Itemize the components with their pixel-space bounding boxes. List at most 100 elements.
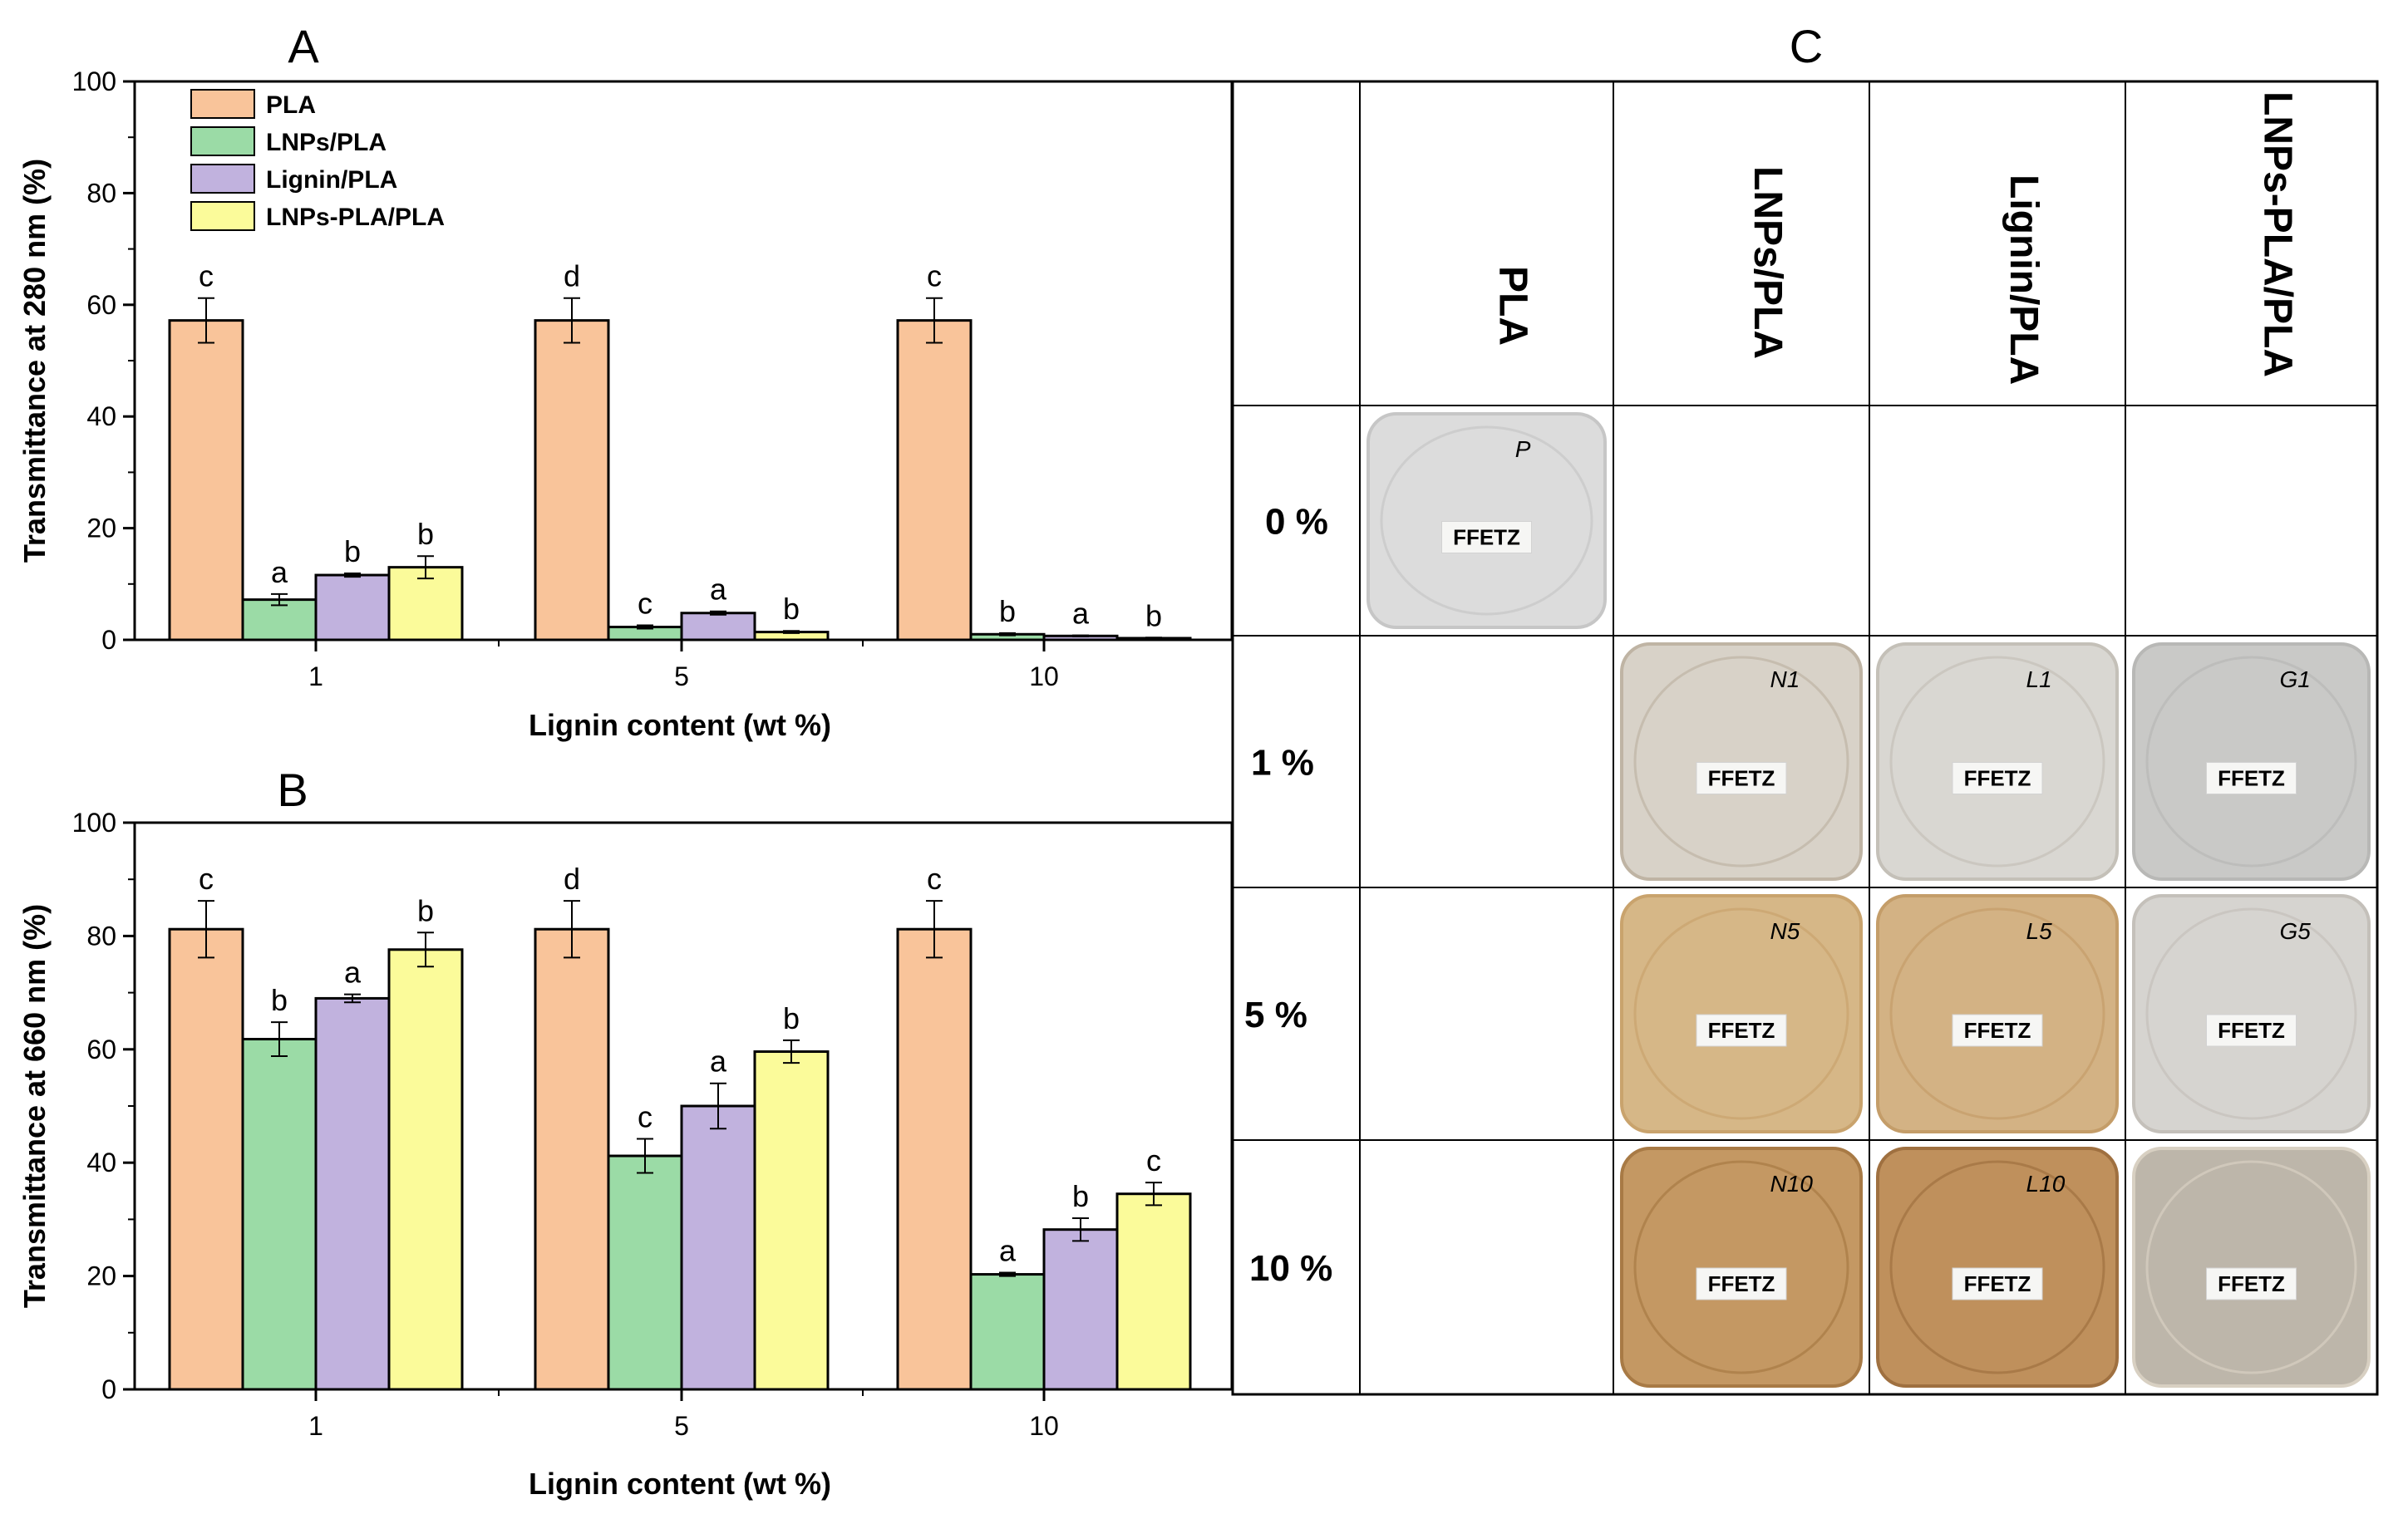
significance-letter: b xyxy=(417,893,434,927)
film-handwritten-mark: L1 xyxy=(2026,666,2052,692)
x-tick-label: 10 xyxy=(1029,1411,1059,1441)
film-paper-label xyxy=(1696,1267,1787,1300)
y-tick-label: 0 xyxy=(101,625,116,655)
film-photo: FFETZ P xyxy=(1367,412,1607,629)
film-disc-edge xyxy=(1633,1160,1849,1374)
significance-letter: c xyxy=(927,259,942,293)
significance-letter: d xyxy=(564,862,580,896)
significance-letter: a xyxy=(344,956,362,990)
legend-swatch xyxy=(190,164,255,194)
film-label-text: FFETZ xyxy=(1708,1018,1775,1043)
film-disc-edge xyxy=(1633,656,1849,868)
significance-letter: a xyxy=(710,1045,727,1079)
row-header: 5 % xyxy=(1244,995,1307,1035)
panel-c-letter: C xyxy=(1790,20,1823,72)
significance-letter: c xyxy=(927,862,942,896)
y-axis-title: Transmittance at 660 nm (%) xyxy=(17,904,52,1308)
legend-label: LNPs-PLA/PLA xyxy=(266,204,445,231)
film-handwritten-mark: N1 xyxy=(1770,666,1800,692)
legend-swatch xyxy=(190,89,255,119)
film-handwritten-mark: P xyxy=(1515,436,1531,462)
film-paper-label xyxy=(1952,1014,2043,1047)
film-label-text: FFETZ xyxy=(1964,766,2031,791)
bar xyxy=(969,1273,1046,1391)
panel-a-letter: A xyxy=(288,20,319,72)
film-paper-label xyxy=(1441,521,1532,553)
film-sample xyxy=(1620,1147,1863,1388)
film-handwritten-mark: L10 xyxy=(2026,1171,2066,1197)
film-disc-edge xyxy=(1633,907,1849,1120)
significance-letter: b xyxy=(783,592,800,626)
bar xyxy=(680,612,756,642)
significance-letter: b xyxy=(1145,598,1162,632)
film-handwritten-mark: L5 xyxy=(2026,918,2053,944)
bar xyxy=(387,948,464,1391)
row-header: 1 % xyxy=(1251,743,1314,784)
y-tick-label: 40 xyxy=(86,401,116,431)
significance-letter: c xyxy=(638,1100,652,1134)
bar xyxy=(680,1104,756,1391)
bar xyxy=(753,1050,830,1391)
film-disc-edge xyxy=(1889,656,2105,868)
legend-label: Lignin/PLA xyxy=(266,166,397,194)
film-disc-edge xyxy=(2145,1160,2357,1374)
photo-table: PLA LNPs/PLA Lignin/PLA LNPs-PLA/PLA 0 % 1 % 5… xyxy=(1231,80,2379,1396)
significance-letter: b xyxy=(344,534,361,568)
film-disc-edge xyxy=(1889,907,2105,1120)
bar xyxy=(534,927,610,1391)
film-photo: FFETZ L10 xyxy=(1876,1147,2119,1388)
bar xyxy=(534,319,610,642)
column-header: Lignin/PLA xyxy=(2002,175,2046,385)
film-sample xyxy=(1876,642,2119,881)
significance-letter: b xyxy=(1072,1179,1089,1213)
film-label-text: FFETZ xyxy=(1708,766,1775,791)
film-label-text: FFETZ xyxy=(2218,766,2285,791)
film-sample xyxy=(1876,894,2119,1133)
significance-letter: b xyxy=(271,983,288,1017)
film-label-text: FFETZ xyxy=(1708,1271,1775,1296)
bar xyxy=(168,927,244,1391)
film-disc-edge xyxy=(1380,425,1593,616)
film-handwritten-mark: G1 xyxy=(2279,666,2310,692)
bar xyxy=(1115,1192,1192,1391)
film-handwritten-mark: N10 xyxy=(1770,1171,1814,1197)
x-axis-title: Lignin content (wt %) xyxy=(529,1467,831,1501)
significance-letter: b xyxy=(999,594,1016,628)
bar xyxy=(241,598,318,642)
row-header: 0 % xyxy=(1265,502,1328,543)
bar xyxy=(241,1038,318,1391)
legend-label: PLA xyxy=(266,91,316,119)
film-disc-edge xyxy=(2145,656,2357,868)
film-paper-label xyxy=(1696,1014,1787,1047)
significance-letter: a xyxy=(710,573,727,607)
significance-letter: c xyxy=(199,259,214,293)
bar xyxy=(168,319,244,642)
y-tick-label: 20 xyxy=(86,514,116,543)
y-tick-label: 60 xyxy=(86,1035,116,1064)
bar xyxy=(387,566,464,642)
film-label-text: FFETZ xyxy=(1453,525,1520,550)
legend-swatch xyxy=(190,126,255,156)
film-disc-edge xyxy=(1889,1160,2105,1374)
film-photo: FFETZ L1 xyxy=(1876,642,2119,881)
x-tick-label: 5 xyxy=(674,1411,689,1441)
y-tick-label: 100 xyxy=(72,808,116,838)
significance-letter: a xyxy=(999,1234,1017,1268)
y-tick-label: 100 xyxy=(72,66,116,96)
film-label-text: FFETZ xyxy=(2218,1271,2285,1296)
film-photo: FFETZ N10 xyxy=(1620,1147,1863,1388)
bar xyxy=(314,996,391,1391)
film-sample xyxy=(1876,1147,2119,1388)
y-tick-label: 0 xyxy=(101,1374,116,1404)
significance-letter: b xyxy=(417,517,434,551)
legend-label: LNPs/PLA xyxy=(266,129,387,156)
x-tick-label: 1 xyxy=(308,1411,323,1441)
table-frame xyxy=(1231,80,2379,1396)
row-header: 10 % xyxy=(1249,1248,1332,1289)
chart-a: 0 20 40 60 80 100 1 5 10 Lignin content (wt %) Tra… xyxy=(17,66,1234,742)
film-photo: FFETZ N1 xyxy=(1620,642,1863,881)
film-photo: FFETZ G1 xyxy=(2132,642,2371,881)
film-label-text: FFETZ xyxy=(2218,1018,2285,1043)
film-paper-label xyxy=(1696,762,1787,794)
